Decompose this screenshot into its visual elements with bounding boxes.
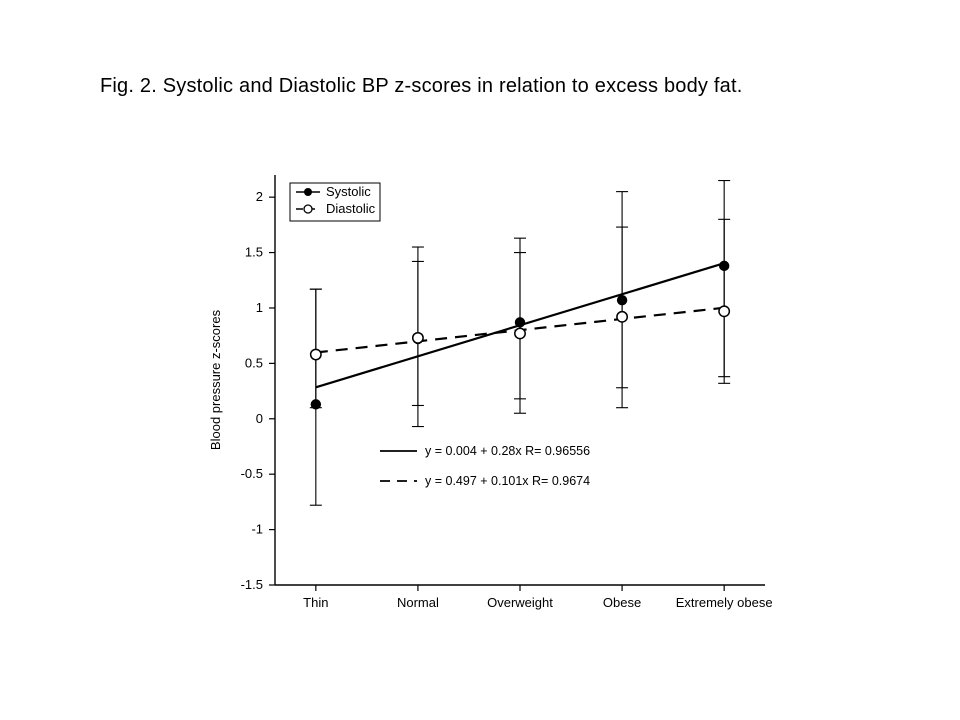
y-tick-label: 0 (256, 411, 263, 426)
legend-item-label: Diastolic (326, 201, 376, 216)
marker-diastolic (311, 349, 321, 359)
legend-item-label: Systolic (326, 184, 371, 199)
y-tick-label: 1 (256, 300, 263, 315)
chart-container: -1.5 -1 -0.5 0 0.5 1 1.5 2 Thin Normal Overweight O… (190, 155, 780, 625)
x-tick-label: Overweight (487, 595, 553, 610)
y-tick-label: 0.5 (245, 355, 263, 370)
marker-diastolic (515, 328, 525, 338)
x-tick-label: Normal (397, 595, 439, 610)
marker-diastolic (413, 333, 423, 343)
x-tick-label: Obese (603, 595, 641, 610)
marker-diastolic (617, 312, 627, 322)
y-tick-label: -0.5 (241, 466, 263, 481)
marker-systolic (515, 317, 525, 327)
figure-title: Fig. 2. Systolic and Diastolic BP z-scor… (100, 75, 743, 98)
marker-systolic (311, 399, 321, 409)
x-tick-label: Thin (303, 595, 328, 610)
equation-label: y = 0.497 + 0.101x R= 0.9674 (425, 474, 590, 488)
x-tick-label: Extremely obese (676, 595, 773, 610)
marker-systolic (719, 261, 729, 271)
y-tick-label: -1.5 (241, 577, 263, 592)
y-axis-title: Blood pressure z-scores (208, 309, 223, 450)
y-tick-label: 1.5 (245, 245, 263, 260)
equation-label: y = 0.004 + 0.28x R= 0.96556 (425, 444, 590, 458)
marker-systolic (617, 295, 627, 305)
y-tick-label: 2 (256, 189, 263, 204)
y-tick-label: -1 (251, 522, 263, 537)
marker-diastolic (719, 306, 729, 316)
chart-svg: -1.5 -1 -0.5 0 0.5 1 1.5 2 Thin Normal Overweight O… (190, 155, 780, 625)
